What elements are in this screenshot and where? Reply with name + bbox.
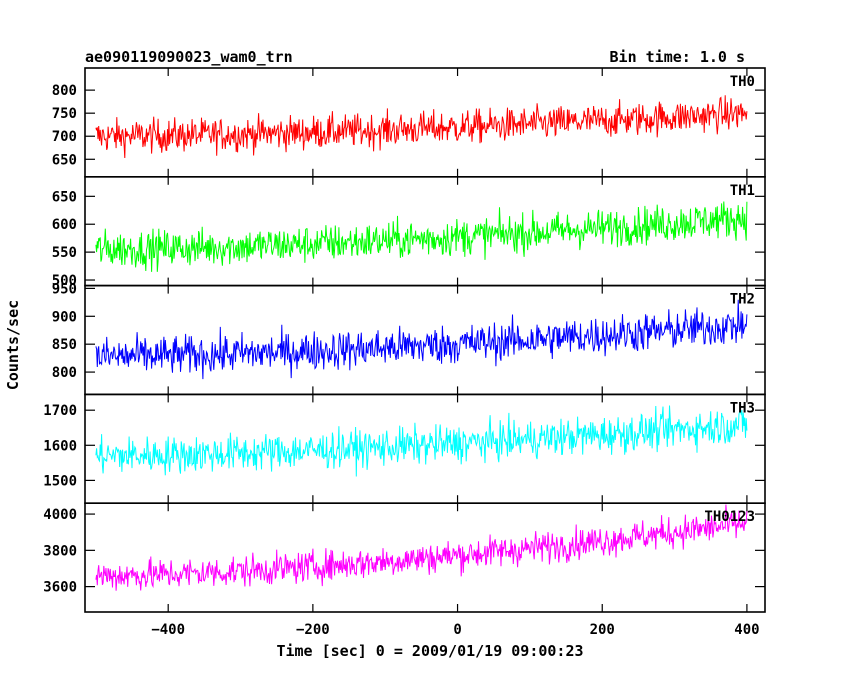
y-tick-label: 650 [52, 152, 77, 168]
panel-name-label: TH2 [730, 292, 755, 308]
x-tick-label: 0 [453, 622, 461, 638]
y-tick-label: 550 [52, 245, 77, 261]
panel-th3: 1500 1600 1700 TH3 [43, 393, 766, 504]
panel-name-label: TH0123 [704, 509, 755, 525]
panel-frame [84, 67, 766, 178]
panel-frame [84, 502, 766, 613]
panels-group: 650 700 750 800 TH0 500 550 600 650 TH1 800 850 900 9… [43, 67, 766, 638]
series-line-th0 [95, 95, 748, 159]
y-tick-label: 800 [52, 365, 77, 381]
panel-name-label: TH0 [730, 74, 755, 90]
series-line-th3 [95, 405, 748, 477]
panel-th2: 800 850 900 950 TH2 [52, 281, 766, 396]
chart-title-left: ae090119090023_wam0_trn [85, 48, 293, 66]
y-axis-label: Counts/sec [4, 300, 22, 390]
y-tick-label: 800 [52, 83, 77, 99]
y-tick-label: 950 [52, 281, 77, 297]
panel-name-label: TH1 [730, 183, 755, 199]
series-line-th2 [95, 299, 748, 380]
y-tick-label: 3600 [43, 580, 77, 596]
panel-th0: 650 700 750 800 TH0 [52, 67, 766, 178]
y-tick-label: 1500 [43, 473, 77, 489]
panel-frame [84, 176, 766, 287]
panel-th1: 500 550 600 650 TH1 [52, 176, 766, 289]
y-tick-label: 600 [52, 217, 77, 233]
x-tick-label: −200 [296, 622, 330, 638]
panel-th0123: 3600 3800 4000 TH0123 [43, 502, 766, 613]
x-tick-label: 200 [590, 622, 615, 638]
y-tick-label: 650 [52, 189, 77, 205]
y-tick-label: 500 [52, 273, 77, 289]
panel-name-label: TH3 [730, 400, 755, 416]
x-axis-label: Time [sec] 0 = 2009/01/19 09:00:23 [276, 642, 583, 660]
y-tick-label: 4000 [43, 507, 77, 523]
series-line-th1 [95, 201, 748, 272]
x-tick-label: 400 [734, 622, 759, 638]
y-tick-label: 750 [52, 106, 77, 122]
chart-title-right: Bin time: 1.0 s [610, 48, 745, 66]
x-tick-label: −400 [151, 622, 185, 638]
y-tick-label: 1700 [43, 403, 77, 419]
y-tick-label: 900 [52, 309, 77, 325]
y-tick-label: 850 [52, 337, 77, 353]
y-tick-label: 3800 [43, 543, 77, 559]
y-tick-label: 1600 [43, 438, 77, 454]
panel-frame [84, 284, 766, 396]
y-tick-label: 700 [52, 129, 77, 145]
series-line-th0123 [95, 504, 748, 591]
